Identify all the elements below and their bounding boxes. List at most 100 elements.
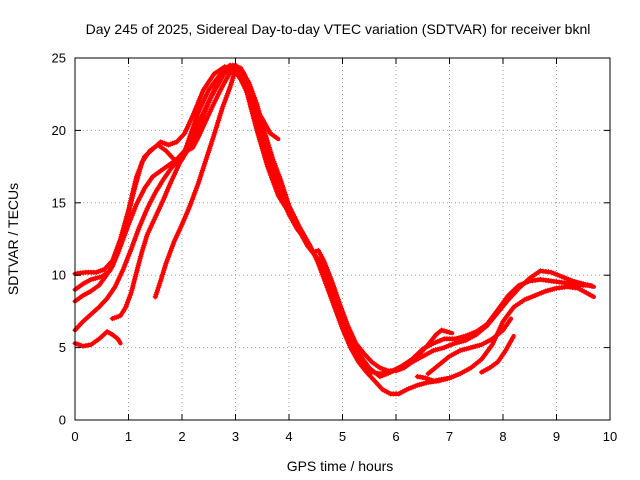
data-point (127, 223, 130, 226)
data-point (81, 320, 85, 323)
data-point (121, 268, 125, 271)
y-tick-label: 0 (59, 413, 66, 428)
data-point (159, 169, 163, 173)
data-point (210, 94, 213, 97)
data-point (172, 240, 176, 244)
data-point (362, 363, 366, 367)
data-point (453, 341, 457, 345)
data-point (549, 279, 553, 283)
data-point (103, 268, 106, 271)
data-point (89, 289, 93, 293)
data-point (212, 101, 216, 105)
data-point (402, 366, 406, 370)
data-point (576, 286, 580, 290)
data-point (523, 298, 526, 302)
data-point (560, 281, 564, 284)
data-point (202, 88, 205, 92)
data-series-8 (425, 316, 514, 377)
data-point (325, 283, 328, 287)
data-point (474, 333, 478, 336)
data-point (167, 163, 171, 167)
data-point (373, 379, 376, 383)
x-tick-label: 6 (392, 429, 399, 444)
data-point (145, 207, 149, 211)
data-point (421, 354, 425, 358)
y-tick-label: 15 (52, 195, 66, 210)
data-point (370, 370, 374, 374)
data-point (381, 388, 384, 391)
data-point (135, 270, 138, 274)
data-point (268, 131, 272, 135)
data-point (132, 189, 136, 193)
data-point (565, 285, 569, 289)
data-series-5 (72, 329, 123, 349)
data-point (453, 337, 457, 341)
x-tick-label: 3 (232, 429, 239, 444)
data-point (378, 366, 382, 370)
data-point (539, 278, 542, 281)
data-point (330, 279, 334, 283)
grid (75, 58, 610, 420)
data-point (116, 337, 120, 341)
data-point (571, 279, 574, 283)
data-point (263, 143, 267, 147)
data-point (191, 114, 195, 118)
data-point (434, 333, 438, 336)
data-point (140, 160, 144, 164)
data-point (424, 376, 427, 380)
data-point (317, 249, 320, 253)
data-point (119, 314, 122, 318)
data-point (228, 71, 232, 74)
data-point (159, 140, 163, 144)
data-point (442, 337, 446, 341)
data-point (234, 68, 237, 71)
data-point (103, 276, 106, 280)
data-point (111, 265, 114, 268)
data-point (175, 140, 179, 144)
x-tick-label: 4 (285, 429, 292, 444)
data-series-9 (479, 333, 516, 375)
x-tick-label: 10 (603, 429, 617, 444)
x-tick-label: 5 (339, 429, 346, 444)
data-point (105, 297, 109, 300)
data-point (169, 166, 173, 170)
y-axis-label: SDTVAR / TECUs (5, 183, 21, 295)
data-point (177, 162, 181, 166)
data-series-2 (72, 62, 594, 380)
data-point (97, 337, 101, 341)
y-tick-label: 10 (52, 268, 66, 283)
data-point (445, 330, 449, 334)
data-point (354, 341, 358, 345)
y-tick-label: 20 (52, 123, 66, 138)
data-point (255, 114, 259, 118)
data-point (490, 343, 494, 347)
data-point (239, 71, 243, 74)
data-point (218, 78, 221, 82)
data-point (410, 360, 414, 364)
data-point (167, 143, 171, 147)
data-point (113, 285, 117, 289)
data-point (485, 324, 489, 328)
data-point (587, 292, 590, 296)
data-point (365, 370, 368, 374)
data-point (458, 372, 462, 376)
data-point (517, 286, 521, 290)
data-point (119, 341, 122, 345)
data-point (89, 343, 93, 347)
data-point (212, 133, 216, 137)
data-point (84, 270, 88, 274)
data-point (140, 250, 144, 254)
data-point (405, 388, 409, 391)
data-point (440, 328, 443, 332)
data-point (111, 333, 114, 336)
data-point (458, 349, 462, 352)
data-point (469, 366, 473, 370)
data-point (129, 291, 133, 294)
data-point (418, 352, 422, 355)
data-point (416, 375, 419, 378)
data-point (279, 192, 283, 196)
data-point (426, 372, 430, 376)
data-point (196, 136, 200, 140)
data-point (464, 334, 467, 338)
